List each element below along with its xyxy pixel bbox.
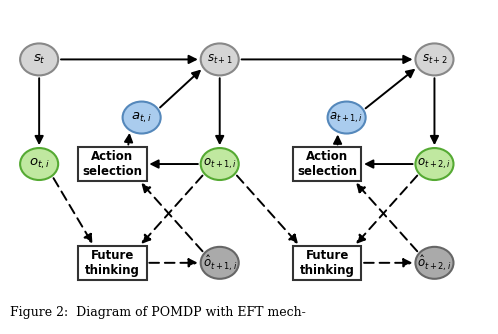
- Text: $a_{t,i}$: $a_{t,i}$: [131, 110, 152, 125]
- FancyBboxPatch shape: [293, 246, 361, 280]
- FancyBboxPatch shape: [78, 147, 146, 181]
- Ellipse shape: [328, 102, 366, 134]
- Text: $s_{t+2}$: $s_{t+2}$: [421, 53, 447, 66]
- FancyBboxPatch shape: [293, 147, 361, 181]
- Text: Figure 2:  Diagram of POMDP with EFT mech-: Figure 2: Diagram of POMDP with EFT mech…: [10, 306, 306, 319]
- Ellipse shape: [20, 43, 58, 75]
- Ellipse shape: [415, 43, 454, 75]
- Text: $\hat{o}_{t+1,i}$: $\hat{o}_{t+1,i}$: [203, 253, 237, 273]
- Ellipse shape: [20, 148, 58, 180]
- FancyBboxPatch shape: [78, 246, 146, 280]
- Text: Action
selection: Action selection: [82, 150, 142, 178]
- Ellipse shape: [415, 247, 454, 279]
- Text: $s_{t+1}$: $s_{t+1}$: [207, 53, 233, 66]
- Text: $\hat{o}_{t+2,i}$: $\hat{o}_{t+2,i}$: [417, 253, 452, 273]
- Text: $o_{t+2,i}$: $o_{t+2,i}$: [417, 157, 452, 171]
- Text: Future
thinking: Future thinking: [300, 249, 355, 277]
- Ellipse shape: [201, 43, 239, 75]
- Ellipse shape: [201, 148, 239, 180]
- Ellipse shape: [415, 148, 454, 180]
- Text: $a_{t+1,i}$: $a_{t+1,i}$: [330, 110, 364, 125]
- Text: Action
selection: Action selection: [297, 150, 357, 178]
- Text: $o_{t+1,i}$: $o_{t+1,i}$: [203, 157, 237, 171]
- Ellipse shape: [123, 102, 161, 134]
- Text: $s_t$: $s_t$: [33, 53, 45, 66]
- Text: Future
thinking: Future thinking: [85, 249, 140, 277]
- Ellipse shape: [201, 247, 239, 279]
- Text: $o_{t,i}$: $o_{t,i}$: [28, 157, 50, 171]
